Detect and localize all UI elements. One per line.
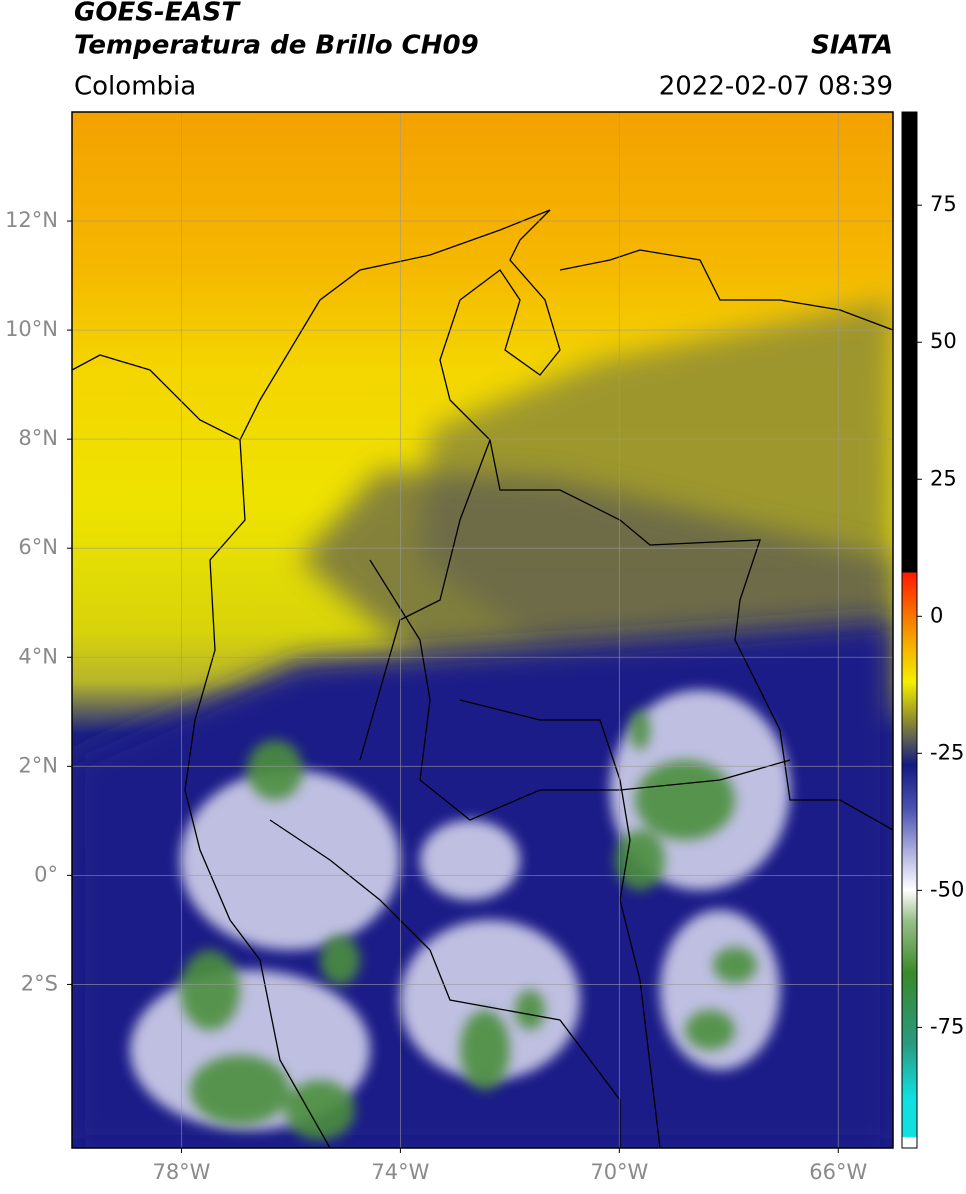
map-imagery [72, 112, 893, 1148]
y-tick-label: 12°N [5, 208, 58, 232]
colorbar-tick-label: -25 [930, 740, 964, 764]
title: GOES-EAST [74, 0, 241, 28]
x-tick-label: 66°W [809, 1160, 867, 1184]
x-tick-label: 78°W [152, 1160, 210, 1184]
region: Colombia [74, 72, 196, 102]
subtitle: Temperatura de Brillo CH09 [74, 31, 479, 61]
y-tick-label: 6°N [18, 535, 58, 559]
colorbar-tick-label: 25 [930, 466, 957, 490]
y-tick-label: 0° [34, 862, 58, 886]
map-frame [71, 111, 894, 1149]
y-tick-label: 4°N [18, 644, 58, 668]
y-tick-label: 8°N [18, 426, 58, 450]
colorbar-tick-label: -50 [930, 877, 964, 901]
x-tick-label: 70°W [590, 1160, 648, 1184]
source: SIATA [811, 31, 893, 61]
colorbar-tick-label: 50 [930, 329, 957, 353]
y-tick-label: 10°N [5, 317, 58, 341]
colorbar-tick-label: 0 [930, 603, 943, 627]
colorbar-tick-label: -75 [930, 1014, 964, 1038]
y-tick-label: 2°S [21, 971, 58, 995]
x-tick-label: 74°W [371, 1160, 429, 1184]
colorbar-tick-label: 75 [930, 192, 957, 216]
datetime: 2022-02-07 08:39 [659, 72, 893, 102]
y-tick-label: 2°N [18, 753, 58, 777]
colorbar [901, 111, 918, 1149]
